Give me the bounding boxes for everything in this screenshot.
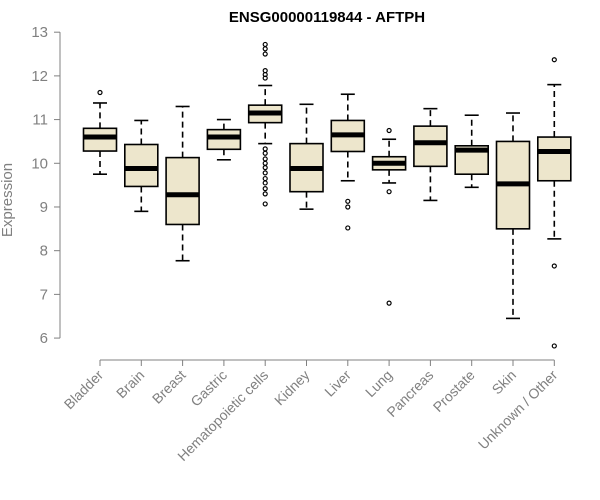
outlier-point — [262, 75, 268, 81]
box-group — [289, 103, 324, 210]
outlier-point — [262, 51, 268, 57]
x-category-label: Liver — [321, 367, 354, 400]
box-group — [536, 57, 572, 349]
outlier-point — [386, 127, 392, 134]
outlier-point — [386, 189, 392, 195]
x-category-label: Breast — [149, 367, 189, 407]
outlier-point — [262, 186, 268, 192]
outlier-point — [551, 57, 557, 63]
box-group — [247, 41, 283, 207]
box-group — [165, 105, 200, 262]
x-category-label: Brain — [113, 367, 147, 401]
box-group — [454, 114, 490, 189]
outlier-point — [345, 204, 351, 210]
outlier-point — [97, 89, 103, 96]
box-iqr — [165, 156, 200, 226]
y-tick-label: 9 — [40, 199, 48, 216]
box-group — [413, 107, 448, 202]
box-group — [124, 119, 159, 213]
y-tick-label: 13 — [31, 24, 48, 41]
outlier-point — [262, 165, 268, 171]
y-tick-label: 11 — [32, 112, 48, 129]
x-category-label: Kidney — [271, 367, 313, 409]
y-axis: 6 7 8 9 10 11 12 13 — [31, 24, 61, 347]
chart-title: ENSG00000119844 - AFTPH — [229, 9, 425, 26]
box-iqr — [413, 125, 448, 168]
outlier-point — [551, 343, 557, 349]
x-category-label: Skin — [489, 367, 520, 398]
box-iqr — [124, 143, 159, 188]
outlier-point — [262, 160, 268, 166]
x-category-label: Bladder — [61, 367, 107, 413]
outlier-point — [345, 198, 351, 204]
y-tick-label: 12 — [31, 68, 48, 85]
outlier-point — [262, 201, 268, 207]
outlier-point — [262, 180, 268, 186]
box-group — [82, 89, 118, 176]
box-group — [330, 93, 366, 231]
outlier-point — [262, 150, 268, 156]
y-tick-label: 10 — [31, 155, 48, 172]
y-tick-label: 8 — [40, 243, 48, 260]
outlier-point — [262, 156, 268, 162]
outlier-point — [386, 300, 392, 306]
y-axis-title: Expression — [0, 163, 16, 237]
x-category-label: Prostate — [430, 367, 478, 415]
outlier-point — [262, 46, 268, 52]
y-tick-label: 6 — [40, 330, 48, 347]
box-iqr — [536, 136, 572, 182]
y-tick-label: 7 — [40, 286, 48, 303]
x-category-label: Lung — [362, 367, 395, 400]
box-group — [495, 112, 531, 320]
box-group — [371, 127, 407, 306]
outlier-point — [262, 175, 268, 182]
outlier-point — [345, 225, 351, 231]
box-iqr — [82, 127, 118, 152]
box-series — [82, 41, 572, 349]
outlier-point — [262, 191, 268, 197]
outlier-point — [262, 41, 268, 48]
box-group — [206, 118, 242, 161]
outlier-point — [262, 146, 268, 152]
outlier-point — [551, 263, 557, 269]
outlier-point — [262, 170, 268, 176]
